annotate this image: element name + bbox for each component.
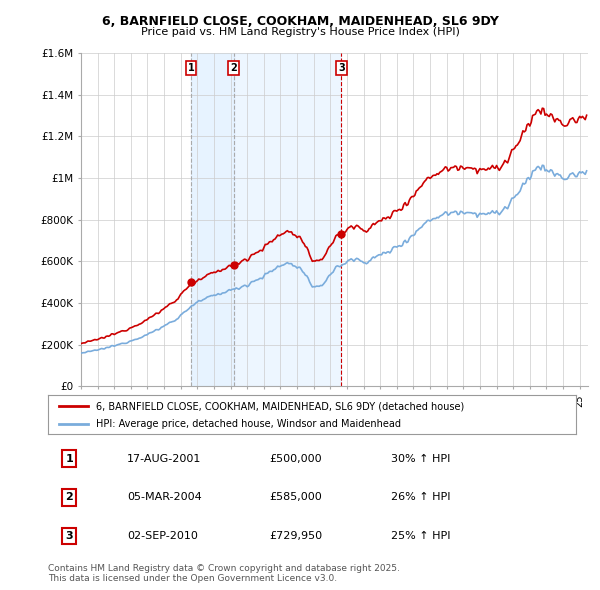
- Text: HPI: Average price, detached house, Windsor and Maidenhead: HPI: Average price, detached house, Wind…: [95, 419, 401, 429]
- Text: 3: 3: [338, 63, 345, 73]
- Text: £500,000: £500,000: [270, 454, 322, 464]
- Text: 05-MAR-2004: 05-MAR-2004: [127, 493, 202, 502]
- Text: £585,000: £585,000: [270, 493, 323, 502]
- Text: Contains HM Land Registry data © Crown copyright and database right 2025.
This d: Contains HM Land Registry data © Crown c…: [48, 563, 400, 583]
- Text: 1: 1: [65, 454, 73, 464]
- Text: 2: 2: [65, 493, 73, 502]
- Text: 17-AUG-2001: 17-AUG-2001: [127, 454, 202, 464]
- Point: [229, 260, 238, 269]
- Bar: [191, 53, 233, 386]
- Text: £729,950: £729,950: [270, 531, 323, 541]
- Text: 6, BARNFIELD CLOSE, COOKHAM, MAIDENHEAD, SL6 9DY: 6, BARNFIELD CLOSE, COOKHAM, MAIDENHEAD,…: [101, 15, 499, 28]
- Text: 26% ↑ HPI: 26% ↑ HPI: [391, 493, 451, 502]
- Point: [187, 277, 196, 287]
- Text: 30% ↑ HPI: 30% ↑ HPI: [391, 454, 451, 464]
- Text: 02-SEP-2010: 02-SEP-2010: [127, 531, 198, 541]
- Text: 3: 3: [65, 531, 73, 541]
- Bar: [233, 53, 341, 386]
- Point: [337, 230, 346, 239]
- Text: 2: 2: [230, 63, 237, 73]
- Text: 6, BARNFIELD CLOSE, COOKHAM, MAIDENHEAD, SL6 9DY (detached house): 6, BARNFIELD CLOSE, COOKHAM, MAIDENHEAD,…: [95, 401, 464, 411]
- Text: 25% ↑ HPI: 25% ↑ HPI: [391, 531, 451, 541]
- Text: Price paid vs. HM Land Registry's House Price Index (HPI): Price paid vs. HM Land Registry's House …: [140, 27, 460, 37]
- Text: 1: 1: [188, 63, 194, 73]
